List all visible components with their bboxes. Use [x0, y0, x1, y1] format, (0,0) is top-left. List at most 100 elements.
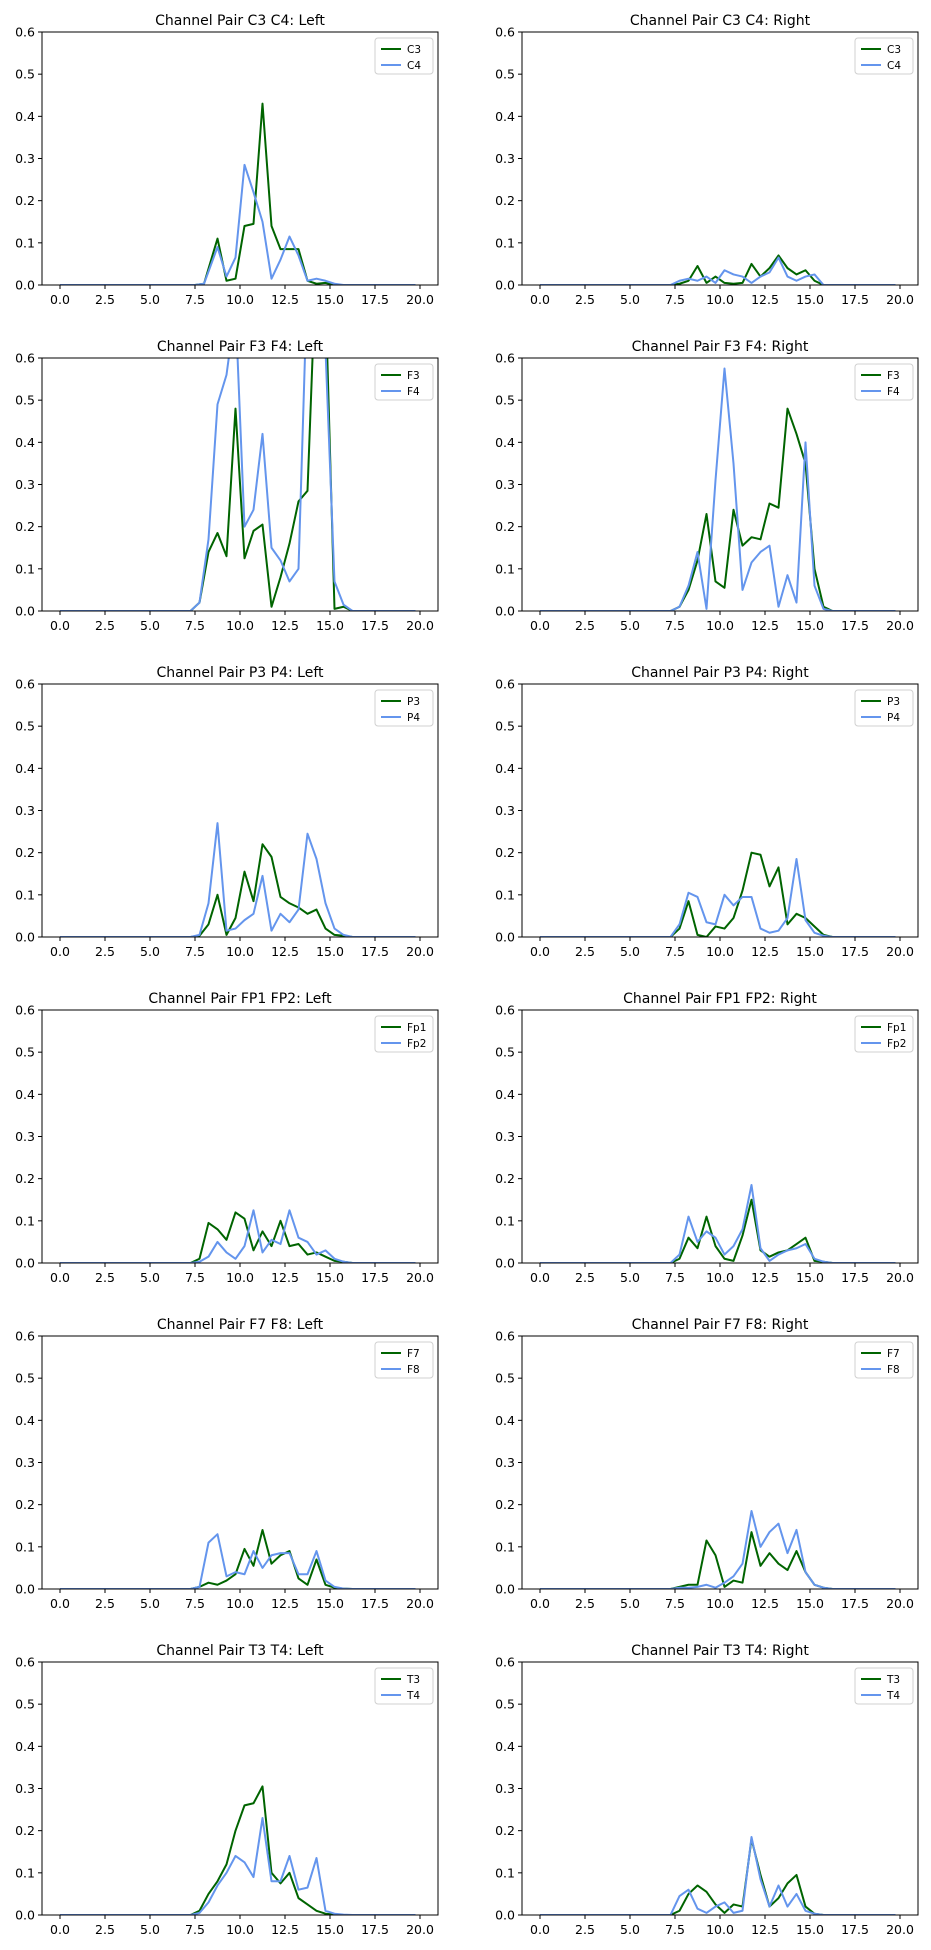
chart-channel-pair-c3-c4-left-xtick-label: 20.0: [406, 292, 434, 307]
chart-channel-pair-t3-t4-left-legend-label-t4: T4: [406, 1690, 420, 1702]
chart-channel-pair-fp1-fp2-right-xtick-label: 10.0: [706, 1270, 734, 1285]
chart-channel-pair-fp1-fp2-right-ytick-label: 0.1: [495, 1213, 515, 1228]
chart-channel-pair-c3-c4-left-xtick-label: 2.5: [95, 292, 115, 307]
chart-channel-pair-f3-f4-right-ytick-label: 0.5: [495, 393, 515, 408]
chart-channel-pair-f7-f8-right-xtick-label: 7.5: [665, 1596, 685, 1611]
chart-channel-pair-c3-c4-right-xtick-label: 5.0: [620, 292, 640, 307]
chart-channel-pair-f3-f4-right-xtick-label: 15.0: [796, 618, 824, 633]
chart-channel-pair-f3-f4-left-ytick-label: 0.0: [15, 604, 35, 619]
chart-channel-pair-f7-f8-left-title: Channel Pair F7 F8: Left: [157, 1317, 324, 1333]
chart-channel-pair-p3-p4-right-legend-box: [854, 689, 914, 727]
chart-channel-pair-c3-c4-left-xtick-label: 15.0: [316, 292, 344, 307]
chart-channel-pair-f3-f4-left-legend-label-f4: F4: [407, 386, 420, 398]
chart-channel-pair-f3-f4-right-xtick-label: 10.0: [706, 618, 734, 633]
chart-channel-pair-f7-f8-right-ytick-label: 0.5: [495, 1371, 515, 1386]
chart-channel-pair-p3-p4-left-ytick-label: 0.5: [15, 719, 35, 734]
chart-channel-pair-f3-f4-left-ytick-label: 0.6: [15, 351, 35, 366]
chart-channel-pair-fp1-fp2-left-line-fp2: [60, 1209, 416, 1263]
chart-channel-pair-f7-f8-left-ytick-label: 0.6: [15, 1329, 35, 1344]
chart-channel-pair-t3-t4-right-xtick-label: 7.5: [665, 1922, 685, 1937]
chart-channel-pair-f3-f4-right-line-f4: [540, 367, 896, 611]
chart-channel-pair-p3-p4-right-ytick-label: 0.3: [495, 803, 515, 818]
chart-channel-pair-c3-c4-left-line-c3: [60, 102, 416, 285]
chart-channel-pair-c3-c4-right-xtick-label: 17.5: [841, 292, 869, 307]
chart-channel-pair-t3-t4-left-xtick-label: 15.0: [316, 1922, 344, 1937]
chart-channel-pair-t3-t4-left-ytick-label: 0.6: [15, 1655, 35, 1670]
chart-channel-pair-f7-f8-right-ytick-label: 0.6: [495, 1329, 515, 1344]
chart-channel-pair-fp1-fp2-left-xtick-label: 5.0: [140, 1270, 160, 1285]
chart-channel-pair-f7-f8-right-ytick-label: 0.3: [495, 1455, 515, 1470]
chart-channel-pair-t3-t4-right-ytick-label: 0.2: [495, 1823, 515, 1838]
chart-channel-pair-t3-t4-right-line-t3: [540, 1838, 896, 1915]
chart-channel-pair-f7-f8-left-xtick-label: 15.0: [316, 1596, 344, 1611]
chart-channel-pair-f3-f4-left-xtick-label: 2.5: [95, 618, 115, 633]
chart-channel-pair-f3-f4-right-xtick-label: 7.5: [665, 618, 685, 633]
chart-channel-pair-t3-t4-left: Channel Pair T3 T4: Left 0.0 2.5 5.0 7.5 10.0…: [15, 1643, 439, 1937]
chart-channel-pair-p3-p4-left-legend-label-p3: P3: [407, 696, 420, 708]
chart-channel-pair-f7-f8-left-legend-box: [374, 1341, 434, 1379]
chart-channel-pair-fp1-fp2-right-legend-label-fp1: Fp1: [887, 1022, 906, 1034]
chart-channel-pair-t3-t4-left-line-t4: [60, 1817, 416, 1915]
chart-channel-pair-fp1-fp2-right-xtick-label: 12.5: [751, 1270, 779, 1285]
chart-channel-pair-fp1-fp2-right-ytick-label: 0.6: [495, 1003, 515, 1018]
chart-channel-pair-t3-t4-right-line-t4: [540, 1835, 896, 1915]
chart-channel-pair-c3-c4-right-xtick-label: 12.5: [751, 292, 779, 307]
chart-channel-pair-t3-t4-left-ytick-label: 0.2: [15, 1823, 35, 1838]
chart-channel-pair-fp1-fp2-right-xtick-label: 17.5: [841, 1270, 869, 1285]
chart-channel-pair-f7-f8-right-ytick-label: 0.2: [495, 1497, 515, 1512]
chart-channel-pair-t3-t4-right-title: Channel Pair T3 T4: Right: [631, 1643, 809, 1659]
chart-channel-pair-f7-f8-left-xtick-label: 10.0: [226, 1596, 254, 1611]
chart-channel-pair-fp1-fp2-right-xtick-label: 15.0: [796, 1270, 824, 1285]
chart-channel-pair-fp1-fp2-left-xtick-label: 10.0: [226, 1270, 254, 1285]
chart-channel-pair-p3-p4-left-xtick-label: 20.0: [406, 944, 434, 959]
chart-channel-pair-c3-c4-right-xtick-label: 0.0: [530, 292, 550, 307]
chart-channel-pair-f7-f8-left-xtick-label: 17.5: [361, 1596, 389, 1611]
chart-channel-pair-f7-f8-right-line-f8: [540, 1509, 896, 1589]
chart-channel-pair-t3-t4-left-xtick-label: 20.0: [406, 1922, 434, 1937]
chart-channel-pair-c3-c4-left-ytick-label: 0.2: [15, 193, 35, 208]
chart-channel-pair-f3-f4-right-ytick-label: 0.4: [495, 435, 515, 450]
chart-channel-pair-fp1-fp2-left-xtick-label: 15.0: [316, 1270, 344, 1285]
chart-channel-pair-c3-c4-right-ytick-label: 0.1: [495, 235, 515, 250]
chart-channel-pair-t3-t4-right-xtick-label: 0.0: [530, 1922, 550, 1937]
chart-channel-pair-t3-t4-right-legend-label-t4: T4: [886, 1690, 900, 1702]
chart-channel-pair-p3-p4-left-xtick-label: 12.5: [271, 944, 299, 959]
chart-channel-pair-f3-f4-right-title: Channel Pair F3 F4: Right: [632, 339, 809, 355]
chart-channel-pair-t3-t4-right-ytick-label: 0.3: [495, 1781, 515, 1796]
chart-channel-pair-f7-f8-left-ytick-label: 0.3: [15, 1455, 35, 1470]
chart-channel-pair-f3-f4-left: Channel Pair F3 F4: Left 0.0 2.5 5.0 7.5 10.0…: [15, 339, 439, 633]
chart-channel-pair-f7-f8-left-xtick-label: 2.5: [95, 1596, 115, 1611]
chart-channel-pair-p3-p4-left-line-p4: [60, 822, 416, 937]
chart-channel-pair-p3-p4-left-xtick-label: 0.0: [50, 944, 70, 959]
chart-channel-pair-t3-t4-right-ytick-label: 0.0: [495, 1908, 515, 1923]
chart-channel-pair-c3-c4-right-ytick-label: 0.6: [495, 25, 515, 40]
chart-channel-pair-p3-p4-right-xtick-label: 7.5: [665, 944, 685, 959]
chart-channel-pair-f7-f8-left-legend-label-f8: F8: [407, 1364, 420, 1376]
chart-channel-pair-c3-c4-right-ytick-label: 0.0: [495, 278, 515, 293]
chart-channel-pair-fp1-fp2-left-xtick-label: 12.5: [271, 1270, 299, 1285]
chart-channel-pair-p3-p4-right-title: Channel Pair P3 P4: Right: [631, 665, 809, 681]
chart-channel-pair-t3-t4-right: Channel Pair T3 T4: Right 0.0 2.5 5.0 7.5 10.…: [495, 1643, 919, 1937]
chart-channel-pair-t3-t4-left-xtick-label: 10.0: [226, 1922, 254, 1937]
chart-channel-pair-f7-f8-right-legend-label-f8: F8: [887, 1364, 900, 1376]
chart-channel-pair-c3-c4-left-legend-label-c3: C3: [407, 44, 421, 56]
chart-channel-pair-t3-t4-left-xtick-label: 7.5: [185, 1922, 205, 1937]
chart-channel-pair-fp1-fp2-right-ytick-label: 0.5: [495, 1045, 515, 1060]
chart-channel-pair-f3-f4-right-ytick-label: 0.0: [495, 604, 515, 619]
chart-channel-pair-f7-f8-left-ytick-label: 0.0: [15, 1582, 35, 1597]
chart-channel-pair-f7-f8-right-line-f7: [540, 1531, 896, 1589]
chart-channel-pair-f3-f4-left-ytick-label: 0.5: [15, 393, 35, 408]
chart-channel-pair-c3-c4-left-legend-box: [374, 37, 434, 75]
chart-channel-pair-fp1-fp2-right-title: Channel Pair FP1 FP2: Right: [623, 991, 817, 1007]
chart-channel-pair-c3-c4-left-xtick-label: 17.5: [361, 292, 389, 307]
chart-channel-pair-f3-f4-left-xtick-label: 17.5: [361, 618, 389, 633]
chart-channel-pair-f3-f4-left-xtick-label: 10.0: [226, 618, 254, 633]
chart-channel-pair-f7-f8-right-xtick-label: 17.5: [841, 1596, 869, 1611]
chart-channel-pair-fp1-fp2-right-xtick-label: 20.0: [886, 1270, 914, 1285]
chart-channel-pair-t3-t4-left-ytick-label: 0.4: [15, 1739, 35, 1754]
